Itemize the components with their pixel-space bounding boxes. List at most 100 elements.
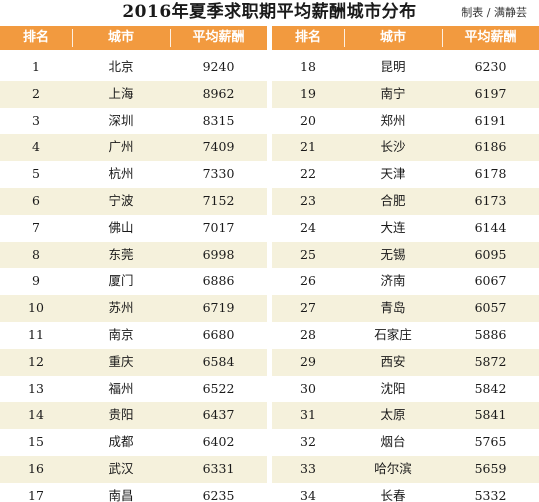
table-row: 34 长春 5332 bbox=[272, 483, 539, 502]
rank-cell: 34 bbox=[300, 487, 316, 502]
table-row: 32 烟台 5765 bbox=[272, 429, 539, 456]
rank-cell: 2 bbox=[32, 85, 40, 101]
rank-cell: 12 bbox=[28, 353, 44, 369]
city-cell: 济南 bbox=[380, 273, 406, 289]
table-row: 11 南京 6680 bbox=[0, 322, 267, 349]
table-row: 3 深圳 8315 bbox=[0, 108, 267, 135]
city-cell: 杭州 bbox=[108, 166, 134, 182]
table-right-half: 排名 城市 平均薪酬 18 昆明 6230 19 南宁 6197 20 郑州 6191 21 长沙 6… bbox=[272, 26, 539, 502]
rank-cell: 13 bbox=[28, 380, 44, 396]
salary-cell: 5886 bbox=[474, 326, 507, 342]
table-row: 25 无锡 6095 bbox=[272, 241, 539, 269]
city-cell: 南京 bbox=[108, 326, 134, 342]
header-city: 城市 bbox=[107, 30, 134, 45]
salary-cell: 6522 bbox=[202, 380, 235, 396]
city-cell: 长春 bbox=[380, 487, 406, 502]
table-row: 13 福州 6522 bbox=[0, 376, 267, 403]
table-row: 4 广州 7409 bbox=[0, 134, 267, 162]
header-separator bbox=[72, 29, 73, 47]
city-cell: 苏州 bbox=[108, 300, 134, 316]
city-cell: 重庆 bbox=[108, 353, 134, 369]
rank-cell: 26 bbox=[300, 273, 316, 289]
city-cell: 无锡 bbox=[380, 246, 406, 262]
table-row: 14 贵阳 6437 bbox=[0, 402, 267, 430]
city-cell: 上海 bbox=[108, 85, 134, 101]
rank-cell: 4 bbox=[32, 139, 40, 155]
rank-cell: 3 bbox=[32, 112, 40, 128]
rank-cell: 5 bbox=[32, 166, 40, 182]
salary-cell: 6173 bbox=[474, 192, 507, 208]
column-divider bbox=[267, 26, 272, 502]
salary-cell: 6584 bbox=[202, 353, 235, 369]
table-header-right: 排名 城市 平均薪酬 bbox=[272, 26, 539, 50]
table-row: 28 石家庄 5886 bbox=[272, 322, 539, 349]
table-row: 26 济南 6067 bbox=[272, 268, 539, 295]
salary-cell: 6402 bbox=[202, 434, 235, 450]
city-cell: 广州 bbox=[108, 139, 134, 155]
table-row: 6 宁波 7152 bbox=[0, 187, 267, 215]
rank-cell: 14 bbox=[28, 407, 44, 423]
rank-cell: 15 bbox=[28, 434, 44, 450]
table-row: 1 北京 9240 bbox=[0, 54, 267, 81]
city-cell: 沈阳 bbox=[380, 380, 406, 396]
table-row: 20 郑州 6191 bbox=[272, 108, 539, 135]
salary-cell: 8962 bbox=[202, 85, 235, 101]
table-row: 21 长沙 6186 bbox=[272, 134, 539, 162]
table-row: 29 西安 5872 bbox=[272, 348, 539, 376]
salary-cell: 9240 bbox=[202, 59, 235, 74]
city-cell: 佛山 bbox=[108, 219, 134, 235]
rank-cell: 25 bbox=[300, 246, 316, 262]
table-row: 19 南宁 6197 bbox=[272, 80, 539, 108]
header-rank: 排名 bbox=[22, 30, 49, 45]
rank-cell: 9 bbox=[32, 273, 40, 289]
city-cell: 厦门 bbox=[108, 273, 134, 289]
header-salary: 平均薪酬 bbox=[192, 30, 245, 45]
city-cell: 西安 bbox=[380, 353, 406, 369]
salary-cell: 6235 bbox=[202, 487, 235, 502]
salary-cell: 6437 bbox=[202, 407, 235, 423]
city-cell: 长沙 bbox=[380, 139, 406, 155]
salary-cell: 5659 bbox=[474, 460, 507, 476]
salary-cell: 8315 bbox=[202, 112, 235, 128]
rank-cell: 1 bbox=[32, 59, 40, 74]
city-cell: 深圳 bbox=[108, 112, 134, 128]
table-row: 23 合肥 6173 bbox=[272, 187, 539, 215]
city-cell: 太原 bbox=[380, 407, 406, 423]
salary-table: 排名 城市 平均薪酬 1 北京 9240 2 上海 8962 3 深圳 8315 4 广州 7409 5… bbox=[0, 26, 539, 502]
city-cell: 成都 bbox=[108, 434, 134, 450]
table-row: 31 太原 5841 bbox=[272, 402, 539, 430]
salary-cell: 6230 bbox=[474, 59, 507, 74]
header-city: 城市 bbox=[379, 30, 406, 45]
table-row: 7 佛山 7017 bbox=[0, 215, 267, 242]
table-row: 15 成都 6402 bbox=[0, 429, 267, 456]
header-salary: 平均薪酬 bbox=[464, 30, 517, 45]
city-cell: 福州 bbox=[108, 380, 134, 396]
rank-cell: 28 bbox=[300, 326, 316, 342]
rank-cell: 6 bbox=[32, 192, 40, 208]
city-cell: 郑州 bbox=[380, 112, 406, 128]
salary-cell: 6197 bbox=[474, 85, 507, 101]
header-separator bbox=[170, 29, 171, 47]
table-body-right: 18 昆明 6230 19 南宁 6197 20 郑州 6191 21 长沙 6186 22 天津 6178… bbox=[272, 54, 539, 502]
header-rank: 排名 bbox=[294, 30, 321, 45]
city-cell: 武汉 bbox=[108, 460, 134, 476]
salary-cell: 5332 bbox=[474, 487, 507, 502]
table-row: 17 南昌 6235 bbox=[0, 483, 267, 502]
city-cell: 贵阳 bbox=[108, 407, 134, 423]
city-cell: 宁波 bbox=[108, 192, 134, 208]
table-row: 22 天津 6178 bbox=[272, 161, 539, 188]
table-row: 18 昆明 6230 bbox=[272, 54, 539, 81]
city-cell: 北京 bbox=[108, 59, 134, 74]
salary-cell: 6191 bbox=[474, 112, 507, 128]
table-row: 5 杭州 7330 bbox=[0, 161, 267, 188]
table-header-left: 排名 城市 平均薪酬 bbox=[0, 26, 267, 50]
table-row: 16 武汉 6331 bbox=[0, 455, 267, 483]
rank-cell: 11 bbox=[28, 326, 44, 342]
salary-cell: 6067 bbox=[474, 273, 507, 289]
table-row: 9 厦门 6886 bbox=[0, 268, 267, 295]
salary-cell: 6178 bbox=[474, 166, 507, 182]
table-left-half: 排名 城市 平均薪酬 1 北京 9240 2 上海 8962 3 深圳 8315 4 广州 7409 5… bbox=[0, 26, 267, 502]
city-cell: 哈尔滨 bbox=[374, 460, 412, 476]
header-separator bbox=[442, 29, 443, 47]
table-body-left: 1 北京 9240 2 上海 8962 3 深圳 8315 4 广州 7409 5 杭州 7330 6 宁波 71… bbox=[0, 54, 267, 502]
